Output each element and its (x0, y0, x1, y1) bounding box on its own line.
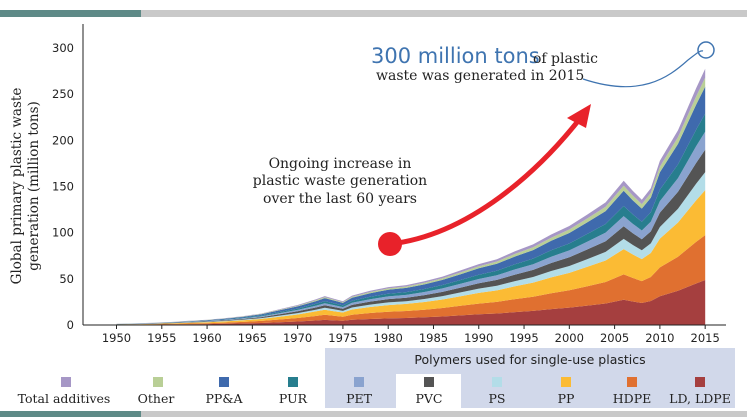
x-tick-label: 1950 (102, 331, 131, 345)
stacked-area-layers (116, 68, 706, 325)
area-pp (116, 190, 706, 325)
x-tick-label: 1960 (192, 331, 221, 345)
callout-line (582, 50, 704, 88)
trend-text-line2: plastic waste generation (253, 173, 427, 189)
legend-label-pvc: PVC (415, 391, 442, 406)
x-tick-label: 1995 (509, 331, 538, 345)
y-tick-label: 100 (52, 226, 74, 240)
legend-swatch-pur (288, 377, 298, 387)
trend-arrow-shaft (389, 114, 584, 247)
headline-amount: 300 million tons (371, 44, 540, 68)
legend-swatch-total-additives (61, 377, 71, 387)
legend-label-pur: PUR (279, 391, 308, 406)
bottom-accent-bar (0, 411, 141, 417)
bottom-divider-bar (141, 411, 747, 417)
y-axis-label-line1: Global primary plastic waste (9, 88, 25, 285)
legend-swatch-pet (354, 377, 364, 387)
x-tick-label: 2015 (691, 331, 720, 345)
trend-arrow-head (567, 104, 591, 128)
y-axis: 0 50 100 150 200 250 300 (52, 24, 84, 332)
x-tick-label: 1975 (328, 331, 357, 345)
trend-arrow-origin (378, 232, 402, 256)
y-tick-label: 0 (67, 318, 74, 332)
legend-swatch-ps (492, 377, 502, 387)
headline-tail: of plastic (533, 51, 598, 67)
legend-swatch-pp (561, 377, 571, 387)
x-axis: 1950 1955 1960 1965 1970 1975 1980 1985 1990 1995… (83, 324, 726, 345)
y-tick-label: 250 (52, 87, 74, 101)
area-ld-ldpe (116, 280, 706, 325)
callout-circle (697, 41, 715, 59)
x-tick-label: 1990 (464, 331, 493, 345)
x-tick-label: 1985 (419, 331, 448, 345)
legend-label-ld-ldpe: LD, LDPE (669, 391, 731, 406)
x-tick-label: 1965 (238, 331, 267, 345)
top-divider-bar (141, 10, 747, 17)
x-tick-label: 1955 (147, 331, 176, 345)
legend-label-pp-a: PP&A (206, 391, 244, 406)
area-hdpe (116, 235, 706, 325)
legend-label-hdpe: HDPE (613, 391, 651, 406)
y-tick-label: 300 (52, 41, 74, 55)
x-tick-label: 2000 (555, 331, 584, 345)
annotations: 300 million tons of plastic waste was ge… (253, 41, 715, 256)
legend-swatch-other (153, 377, 163, 387)
y-tick-label: 200 (52, 133, 74, 147)
trend-text-line1: Ongoing increase in (269, 156, 412, 172)
trend-text-line3: over the last 60 years (263, 191, 417, 207)
legend: Total additives Other PP&A PUR PET PVC PS PP HDP… (18, 377, 731, 406)
legend-label-other: Other (138, 391, 175, 406)
y-axis-label-line2: generation (million tons) (26, 101, 42, 271)
legend-label-pet: PET (346, 391, 373, 406)
x-tick-label: 2010 (645, 331, 674, 345)
single-use-highlight-panel (325, 348, 735, 408)
legend-swatch-hdpe (627, 377, 637, 387)
headline-line2: waste was generated in 2015 (376, 68, 584, 84)
y-tick-label: 150 (52, 180, 74, 194)
legend-swatch-ld-ldpe (695, 377, 705, 387)
legend-label-ps: PS (489, 391, 506, 406)
y-tick-label: 50 (59, 272, 74, 286)
top-accent-bar (0, 10, 141, 17)
legend-label-pp: PP (558, 391, 575, 406)
legend-swatch-pvc (424, 377, 434, 387)
x-tick-label: 1980 (374, 331, 403, 345)
legend-title: Polymers used for single-use plastics (414, 352, 645, 367)
legend-swatch-pp-a (219, 377, 229, 387)
x-tick-label: 1970 (283, 331, 312, 345)
legend-label-total-additives: Total additives (18, 391, 111, 406)
x-tick-label: 2005 (600, 331, 629, 345)
